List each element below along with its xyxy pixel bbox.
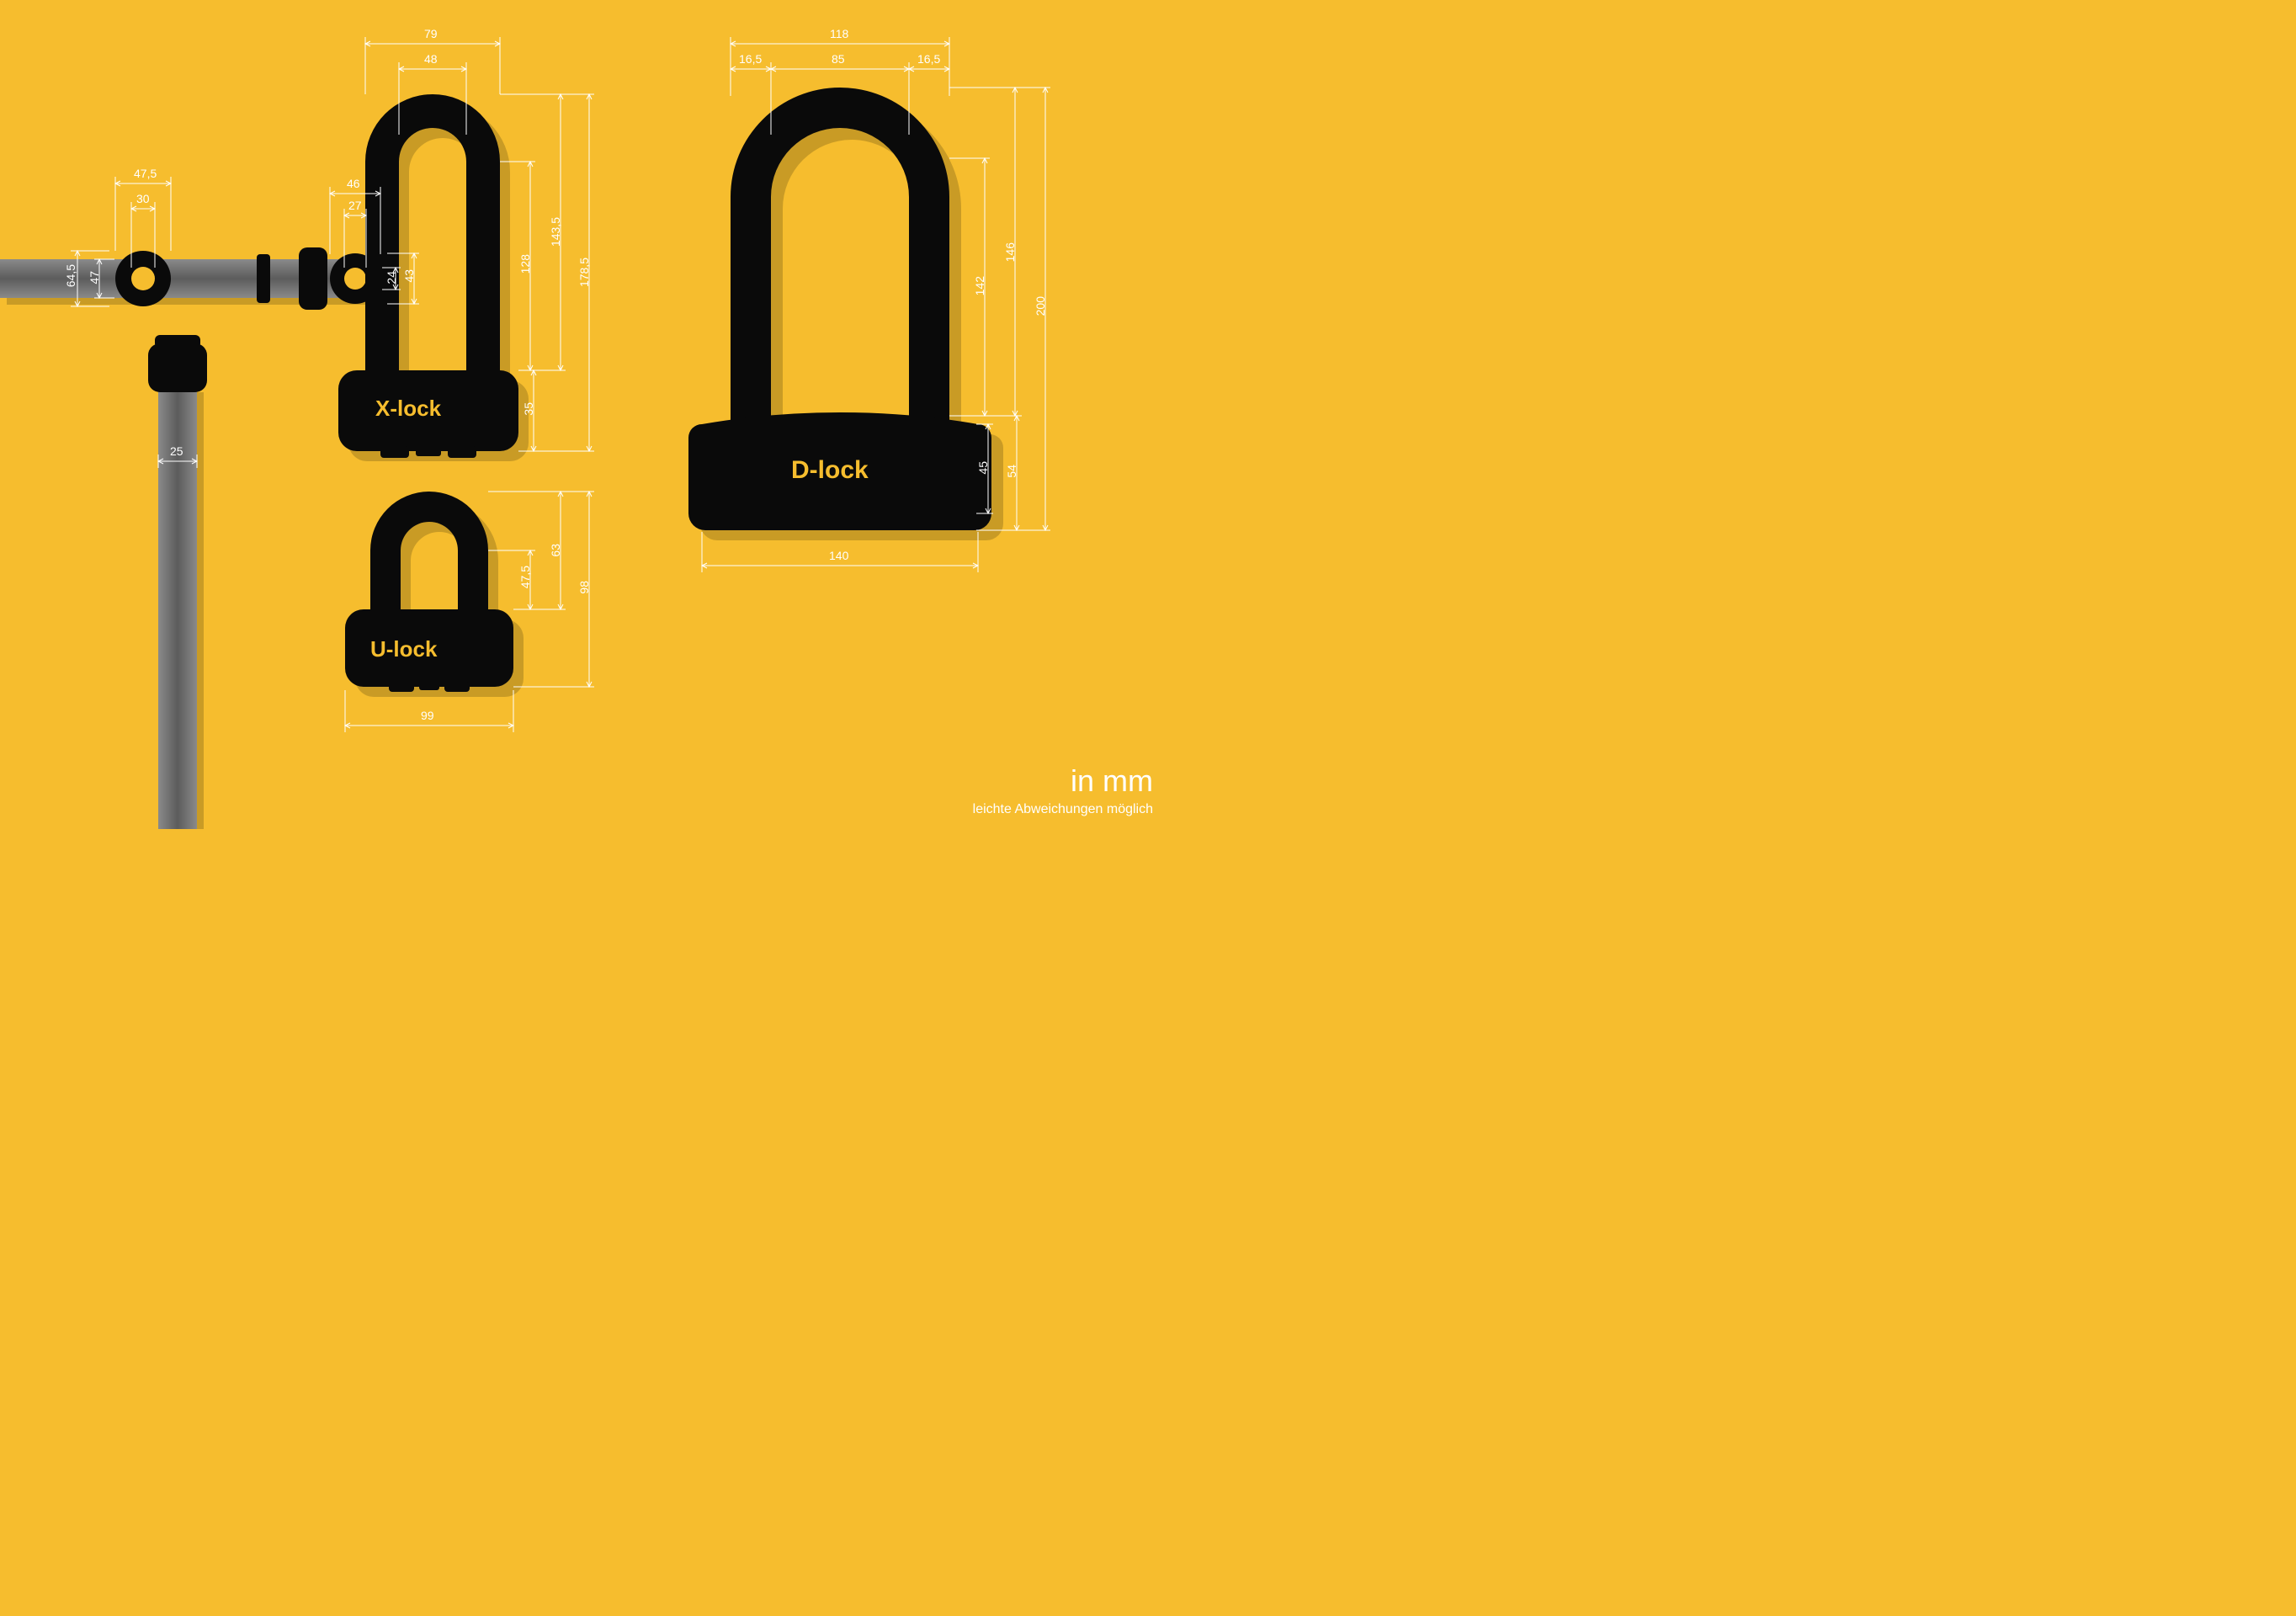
dim-x-ring-outer: 46 xyxy=(347,177,360,190)
diagram-svg xyxy=(0,0,1178,829)
dim-d-edge-r: 16,5 xyxy=(917,52,940,66)
footer-unit: in mm xyxy=(1071,763,1153,799)
dim-d-200: 200 xyxy=(1034,296,1047,316)
dim-x-35: 35 xyxy=(522,402,535,416)
dim-bar-h-outer: 64,5 xyxy=(64,264,77,287)
dim-pillar-w: 25 xyxy=(170,444,183,458)
dim-d-118: 118 xyxy=(830,27,848,40)
dim-x-128: 128 xyxy=(518,254,532,274)
diagram-canvas: 47,5 30 64,5 47 25 79 48 46 27 43 24 128… xyxy=(0,0,1178,829)
dim-d-edge-l: 16,5 xyxy=(739,52,762,66)
footer-note: leichte Abweichungen möglich xyxy=(973,802,1153,817)
dim-bar-ring-inner: 30 xyxy=(136,192,150,205)
dim-bar-ring-outer: 47,5 xyxy=(134,167,157,180)
dim-x-total-w: 79 xyxy=(424,27,438,40)
u-lock-label: U-lock xyxy=(370,636,437,662)
d-lock-label: D-lock xyxy=(791,456,869,485)
dim-u-98: 98 xyxy=(577,581,591,594)
dim-u-475: 47,5 xyxy=(518,566,532,588)
dim-d-140: 140 xyxy=(829,549,848,562)
dim-x-1435: 143,5 xyxy=(549,217,562,247)
dim-x-1785: 178,5 xyxy=(577,258,591,287)
dim-x-ring-h-outer: 43 xyxy=(402,269,416,283)
dim-d-45: 45 xyxy=(976,461,990,475)
dim-d-142: 142 xyxy=(973,276,986,295)
dim-d-146: 146 xyxy=(1003,242,1017,262)
x-lock-label: X-lock xyxy=(375,396,441,422)
dim-x-ring-h-inner: 24 xyxy=(385,271,398,284)
dim-x-ring-mid: 27 xyxy=(348,199,362,212)
dim-d-54: 54 xyxy=(1005,465,1018,478)
dim-d-85: 85 xyxy=(832,52,845,66)
dim-u-63: 63 xyxy=(549,544,562,557)
dim-x-inner-w: 48 xyxy=(424,52,438,66)
dim-u-99: 99 xyxy=(421,709,434,722)
bar-assembly xyxy=(0,247,380,829)
dim-bar-h-inner: 47 xyxy=(88,271,101,284)
